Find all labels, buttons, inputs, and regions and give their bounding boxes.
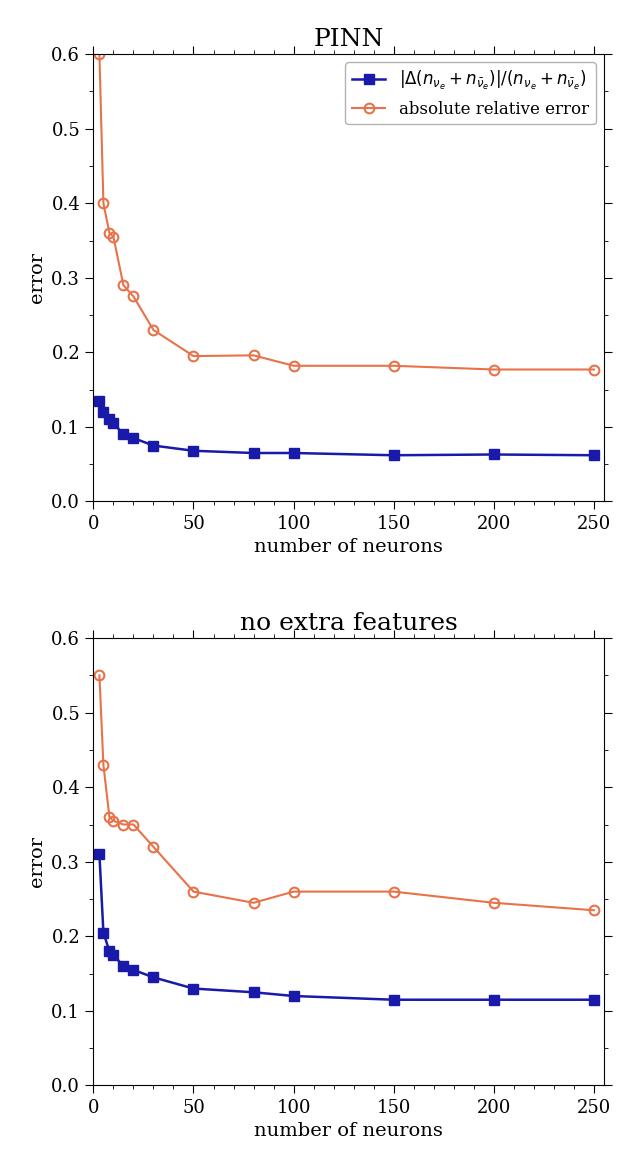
absolute relative error [290,884,298,898]
$|\Delta(n_{\nu_e} + n_{\bar{\nu}_e})|/(n_{\nu_e} + n_{\bar{\nu}_e})$ [590,449,598,463]
absolute relative error [120,278,127,292]
absolute relative error [189,884,197,898]
Line: absolute relative error: absolute relative error [95,670,599,915]
X-axis label: number of neurons: number of neurons [254,538,443,556]
absolute relative error [590,362,598,376]
Title: PINN: PINN [314,28,384,50]
$|\Delta(n_{\nu_e} + n_{\bar{\nu}_e})|/(n_{\nu_e} + n_{\bar{\nu}_e})$ [250,446,257,460]
$|\Delta(n_{\nu_e} + n_{\bar{\nu}_e})|/(n_{\nu_e} + n_{\bar{\nu}_e})$ [590,993,598,1007]
absolute relative error [290,359,298,373]
Y-axis label: error: error [28,836,46,888]
absolute relative error [250,896,257,910]
$|\Delta(n_{\nu_e} + n_{\bar{\nu}_e})|/(n_{\nu_e} + n_{\bar{\nu}_e})$ [109,948,117,962]
absolute relative error [390,359,397,373]
absolute relative error [130,290,138,304]
absolute relative error [100,196,108,210]
absolute relative error [109,230,117,244]
$|\Delta(n_{\nu_e} + n_{\bar{\nu}_e})|/(n_{\nu_e} + n_{\bar{\nu}_e})$ [490,993,498,1007]
$|\Delta(n_{\nu_e} + n_{\bar{\nu}_e})|/(n_{\nu_e} + n_{\bar{\nu}_e})$ [95,394,103,408]
absolute relative error [95,47,103,61]
Line: $|\Delta(n_{\nu_e} + n_{\bar{\nu}_e})|/(n_{\nu_e} + n_{\bar{\nu}_e})$: $|\Delta(n_{\nu_e} + n_{\bar{\nu}_e})|/(… [95,849,599,1004]
$|\Delta(n_{\nu_e} + n_{\bar{\nu}_e})|/(n_{\nu_e} + n_{\bar{\nu}_e})$ [100,925,108,939]
Y-axis label: error: error [28,252,46,304]
absolute relative error [106,811,113,825]
$|\Delta(n_{\nu_e} + n_{\bar{\nu}_e})|/(n_{\nu_e} + n_{\bar{\nu}_e})$ [390,993,397,1007]
$|\Delta(n_{\nu_e} + n_{\bar{\nu}_e})|/(n_{\nu_e} + n_{\bar{\nu}_e})$ [100,405,108,419]
$|\Delta(n_{\nu_e} + n_{\bar{\nu}_e})|/(n_{\nu_e} + n_{\bar{\nu}_e})$ [120,427,127,442]
absolute relative error [130,818,138,832]
$|\Delta(n_{\nu_e} + n_{\bar{\nu}_e})|/(n_{\nu_e} + n_{\bar{\nu}_e})$ [109,416,117,430]
absolute relative error [106,227,113,241]
absolute relative error [490,896,498,910]
$|\Delta(n_{\nu_e} + n_{\bar{\nu}_e})|/(n_{\nu_e} + n_{\bar{\nu}_e})$ [95,847,103,861]
$|\Delta(n_{\nu_e} + n_{\bar{\nu}_e})|/(n_{\nu_e} + n_{\bar{\nu}_e})$ [106,944,113,958]
X-axis label: number of neurons: number of neurons [254,1122,443,1140]
absolute relative error [150,324,157,338]
$|\Delta(n_{\nu_e} + n_{\bar{\nu}_e})|/(n_{\nu_e} + n_{\bar{\nu}_e})$ [130,962,138,976]
absolute relative error [250,348,257,362]
$|\Delta(n_{\nu_e} + n_{\bar{\nu}_e})|/(n_{\nu_e} + n_{\bar{\nu}_e})$ [150,971,157,985]
$|\Delta(n_{\nu_e} + n_{\bar{\nu}_e})|/(n_{\nu_e} + n_{\bar{\nu}_e})$ [390,449,397,463]
absolute relative error [100,758,108,772]
$|\Delta(n_{\nu_e} + n_{\bar{\nu}_e})|/(n_{\nu_e} + n_{\bar{\nu}_e})$ [130,431,138,445]
absolute relative error [95,668,103,682]
Line: $|\Delta(n_{\nu_e} + n_{\bar{\nu}_e})|/(n_{\nu_e} + n_{\bar{\nu}_e})$: $|\Delta(n_{\nu_e} + n_{\bar{\nu}_e})|/(… [95,396,599,460]
absolute relative error [590,903,598,917]
absolute relative error [120,818,127,832]
$|\Delta(n_{\nu_e} + n_{\bar{\nu}_e})|/(n_{\nu_e} + n_{\bar{\nu}_e})$ [150,438,157,452]
absolute relative error [390,884,397,898]
Legend: $|\Delta(n_{\nu_e} + n_{\bar{\nu}_e})|/(n_{\nu_e} + n_{\bar{\nu}_e})$, absolute : $|\Delta(n_{\nu_e} + n_{\bar{\nu}_e})|/(… [346,62,596,124]
absolute relative error [490,362,498,376]
Line: absolute relative error: absolute relative error [95,49,599,375]
Title: no extra features: no extra features [240,612,458,634]
$|\Delta(n_{\nu_e} + n_{\bar{\nu}_e})|/(n_{\nu_e} + n_{\bar{\nu}_e})$ [189,981,197,995]
$|\Delta(n_{\nu_e} + n_{\bar{\nu}_e})|/(n_{\nu_e} + n_{\bar{\nu}_e})$ [189,444,197,458]
absolute relative error [189,349,197,363]
$|\Delta(n_{\nu_e} + n_{\bar{\nu}_e})|/(n_{\nu_e} + n_{\bar{\nu}_e})$ [250,986,257,1000]
$|\Delta(n_{\nu_e} + n_{\bar{\nu}_e})|/(n_{\nu_e} + n_{\bar{\nu}_e})$ [490,447,498,461]
absolute relative error [150,840,157,854]
$|\Delta(n_{\nu_e} + n_{\bar{\nu}_e})|/(n_{\nu_e} + n_{\bar{\nu}_e})$ [120,959,127,973]
$|\Delta(n_{\nu_e} + n_{\bar{\nu}_e})|/(n_{\nu_e} + n_{\bar{\nu}_e})$ [106,412,113,426]
$|\Delta(n_{\nu_e} + n_{\bar{\nu}_e})|/(n_{\nu_e} + n_{\bar{\nu}_e})$ [290,989,298,1003]
$|\Delta(n_{\nu_e} + n_{\bar{\nu}_e})|/(n_{\nu_e} + n_{\bar{\nu}_e})$ [290,446,298,460]
absolute relative error [109,814,117,828]
